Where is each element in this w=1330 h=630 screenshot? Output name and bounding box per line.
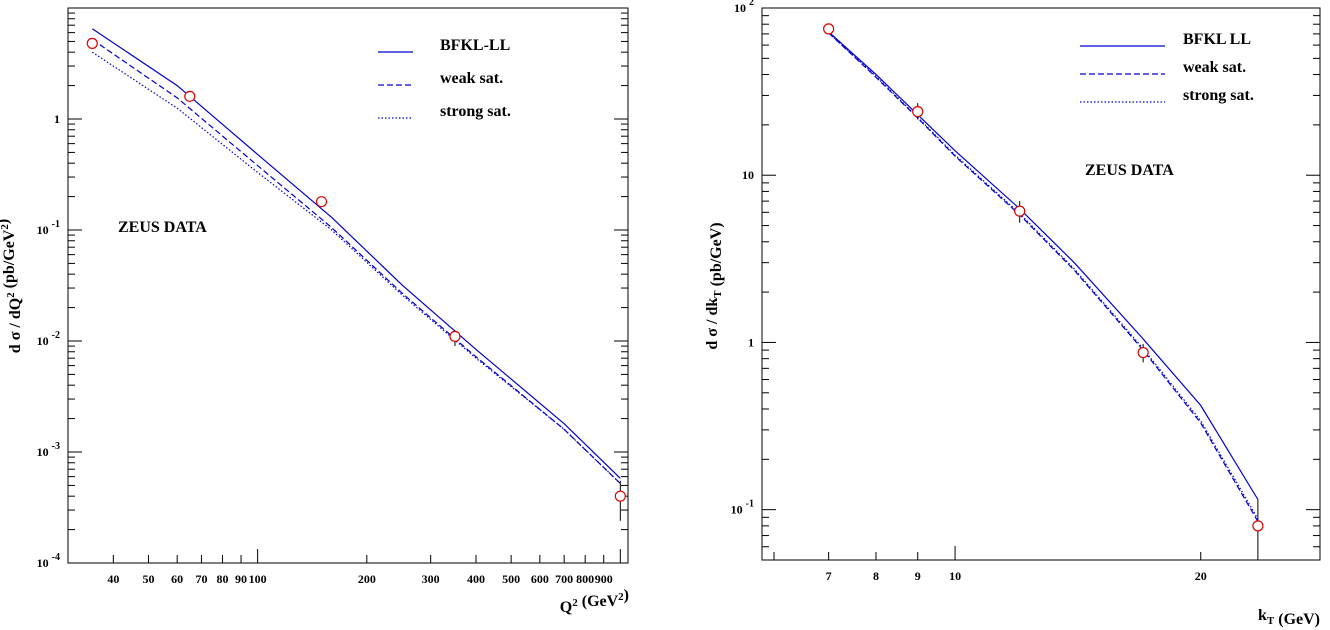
right-panel-kt: 10 -1 1 10 10 2 7 8 9 10 20 kT (GeV) d σ / dkT (pb/G… [704, 0, 1321, 628]
data-point-marker [315, 196, 328, 208]
x-tick-label: 400 [467, 572, 485, 586]
x-axis-title: kT (GeV) [1258, 607, 1320, 628]
data-point-marker [823, 23, 835, 35]
legend-label: weak sat. [440, 70, 503, 87]
annotation-zeus-data: ZEUS DATA [1085, 162, 1174, 179]
annotation-zeus-data: ZEUS DATA [118, 219, 207, 236]
x-tick-label: 100 [249, 572, 267, 586]
x-tick-label: 8 [873, 569, 879, 583]
x-tick-label: 70 [195, 572, 207, 586]
y-tick-label: 10 -1 [731, 499, 754, 517]
x-tick-label: 40 [107, 572, 119, 586]
y-tick-label: 10 -1 [37, 219, 60, 237]
data-point-marker [614, 490, 626, 502]
y-tick-label: 1 [748, 335, 754, 349]
series-line-dashed [828, 32, 1259, 522]
data-point-marker [1252, 520, 1264, 532]
x-tick-label: 200 [358, 572, 376, 586]
x-tick-label: 500 [502, 572, 520, 586]
data-point-marker [184, 90, 196, 102]
legend-label: strong sat. [440, 103, 511, 120]
x-tick-label: 700 [555, 572, 573, 586]
data-point-marker [449, 330, 461, 343]
x-tick-label: 900 [595, 572, 613, 586]
y-axis-title: d σ / dQ2 (pb/GeV2) [0, 219, 24, 353]
x-tick-label: 90 [235, 572, 247, 586]
series-line-dotted [91, 51, 621, 484]
legend-label: BFKL LL [1183, 31, 1251, 48]
x-axis-title: Q2 (GeV2) [560, 587, 629, 616]
y-tick-label: 10 -2 [37, 330, 60, 348]
y-tick-label: 10 2 [734, 0, 754, 15]
x-tick-label: 10 [949, 569, 961, 583]
x-tick-label: 60 [171, 572, 183, 586]
y-tick-label: 1 [54, 112, 60, 126]
x-tick-label: 800 [576, 572, 594, 586]
data-point-marker [1014, 205, 1026, 217]
x-tick-label: 7 [826, 569, 832, 583]
series-line-dashed [91, 39, 621, 484]
y-tick-label: 10 -3 [37, 441, 60, 459]
y-tick-label: 10 -4 [37, 552, 60, 570]
x-tick-label: 50 [142, 572, 154, 586]
series-line-dotted [828, 32, 1259, 520]
x-tick-label: 300 [422, 572, 440, 586]
y-axis-title: d σ / dkT (pb/GeV) [704, 222, 725, 349]
legend-label: BFKL-LL [440, 37, 510, 54]
x-tick-label: 9 [915, 569, 921, 583]
x-tick-label: 600 [531, 572, 549, 586]
plot-frame [67, 7, 629, 564]
plot-frame [761, 7, 1321, 561]
legend-label: weak sat. [1183, 59, 1246, 76]
x-tick-label: 80 [216, 572, 228, 586]
x-tick-label: 20 [1195, 569, 1207, 583]
data-point-marker [912, 106, 924, 118]
y-tick-label: 10 [742, 168, 754, 182]
data-point-marker [86, 37, 98, 49]
legend-label: strong sat. [1183, 87, 1254, 104]
data-point-marker [1137, 346, 1149, 359]
left-panel-q2: 10-4 10-3 10-2 10 -1 1 40 50 60 70 80 90 100 200 300 40… [0, 7, 629, 616]
